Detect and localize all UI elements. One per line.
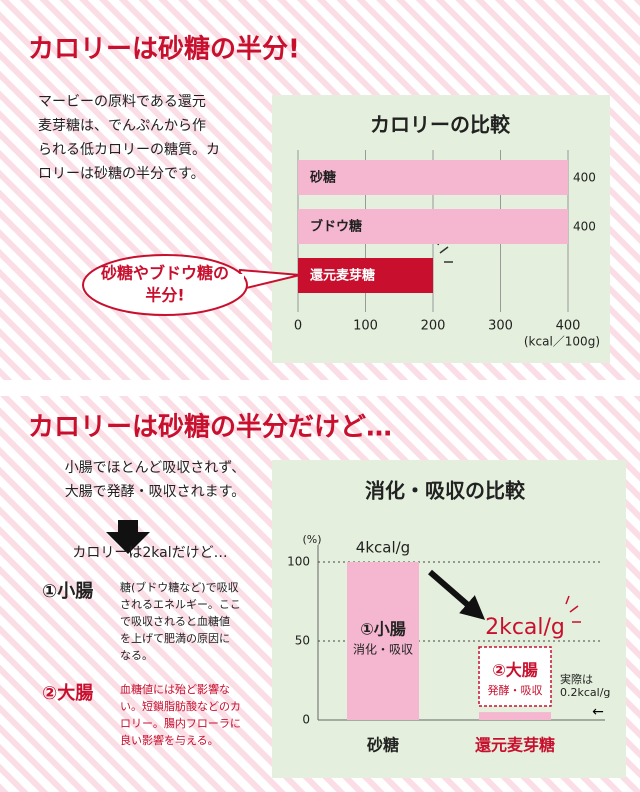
arrow (428, 569, 486, 620)
body-text: マービーの原料である還元 (38, 94, 206, 110)
y-tick-label: 100 (287, 555, 310, 569)
body-text: ロリーは砂糖の半分です。 (38, 166, 205, 182)
bar-label: 還元麦芽糖 (310, 268, 375, 284)
callout-patch (236, 274, 244, 289)
item-desc: 糖(ブドウ糖など)で吸収 (120, 580, 239, 594)
item-desc: ロリー。腸内フローラに (120, 716, 241, 730)
body-text: 小腸でほとんど吸収されず、 (65, 460, 246, 476)
y-tick-label: 50 (295, 634, 310, 648)
bar-label: ブドウ糖 (310, 219, 362, 235)
value-label: 400 (573, 220, 596, 234)
item-desc: を上げて肥満の原因に (120, 632, 230, 645)
x-tick-label: 還元麦芽糖 (475, 736, 555, 755)
item-desc: 良い影響を与える。 (120, 733, 219, 747)
annotation: 2kcal/g (485, 615, 565, 640)
item-desc: 血糖値には殆ど影響な (120, 682, 230, 696)
series-name: ①小腸 (360, 619, 406, 638)
x-tick-label: 砂糖 (367, 736, 399, 755)
x-tick-label: 200 (421, 319, 446, 334)
body-text: られる低カロリーの糖質。カ (38, 142, 220, 158)
item-title: ②大腸 (42, 682, 93, 704)
y-axis-unit: (%) (302, 533, 321, 546)
actual-label: 実際は (560, 672, 593, 686)
x-tick-label: 0 (294, 319, 302, 334)
callout-text: 半分! (145, 286, 184, 305)
annotation: 4kcal/g (356, 539, 410, 557)
value-label: 400 (573, 171, 596, 185)
item-desc: なる。 (120, 649, 153, 662)
y-tick-label: 0 (302, 713, 310, 727)
body-text: 大腸で発酵・吸収されます。 (65, 484, 246, 500)
series-label: 消化・吸収 (353, 642, 413, 656)
x-tick-label: 300 (488, 319, 513, 334)
chart-title: 消化・吸収の比較 (365, 479, 526, 503)
bar (298, 258, 433, 293)
bar (298, 209, 568, 244)
x-tick-label: 100 (353, 319, 378, 334)
series-name: ②大腸 (492, 661, 538, 680)
down-arrow (106, 520, 150, 554)
bar (347, 562, 419, 720)
callout-text: 砂糖やブドウ糖の (101, 264, 229, 283)
body-text: 麦芽糖は、でんぷんから作 (38, 118, 206, 134)
series-label: 発酵・吸収 (488, 683, 543, 697)
actual-label: 0.2kcal/g (560, 686, 610, 699)
chart-box (272, 460, 626, 778)
item-desc: い。短鎖脂肪酸などのカ (120, 699, 241, 713)
sparkle (565, 595, 581, 623)
claimed-bar (478, 646, 552, 707)
lead-text: カロリーは2kalだけど… (72, 545, 227, 561)
callout-bubble (82, 254, 248, 316)
item-desc: されるエネルギー。ここ (120, 598, 241, 611)
chart-title: カロリーの比較 (370, 113, 511, 137)
heading: カロリーは砂糖の半分! (28, 34, 300, 65)
item-desc: で吸収されると血糖値 (120, 614, 230, 628)
heading: カロリーは砂糖の半分だけど… (28, 412, 392, 443)
item-title: ①小腸 (42, 581, 93, 602)
x-axis-unit: (kcal／100g) (524, 335, 600, 349)
bar-label: 砂糖 (309, 170, 336, 186)
x-tick-label: 400 (556, 319, 581, 334)
pointer: ← (592, 704, 604, 720)
bar (298, 160, 568, 195)
actual-bar (479, 712, 551, 720)
